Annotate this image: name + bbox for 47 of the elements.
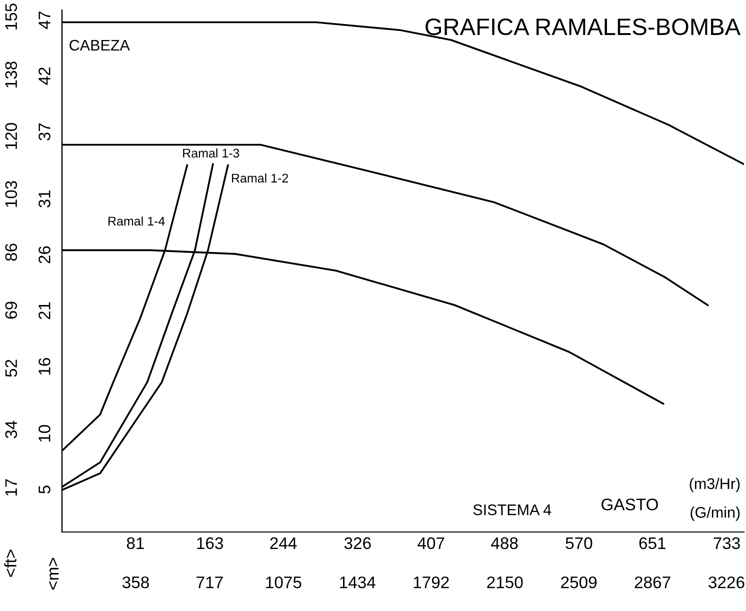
x2-tick-label: 3226 — [708, 576, 744, 588]
y-tick-label: 17 — [5, 479, 17, 496]
chart-title: GRAFICA RAMALES-BOMBA — [426, 18, 741, 36]
x-tick-label: 326 — [344, 537, 371, 550]
x2-tick-label: 1434 — [340, 576, 376, 588]
y2-tick-label: 10 — [38, 425, 50, 442]
x-tick-label: 163 — [197, 537, 223, 550]
y2-tick-label: 5 — [38, 486, 50, 494]
annotation: SISTEMA 4 — [473, 504, 552, 516]
y2-tick-label: 16 — [38, 358, 50, 375]
series-label: Ramal 1-4 — [108, 216, 165, 226]
x-tick-label: 733 — [714, 537, 740, 550]
y-tick-label: 86 — [5, 244, 18, 261]
y-tick-label: 103 — [5, 181, 18, 207]
y-tick-label: 120 — [5, 122, 18, 149]
y-tick-label: 155 — [5, 4, 18, 30]
series-label: Ramal 1-3 — [183, 148, 240, 158]
y-tick-label: 69 — [5, 302, 18, 319]
x2-tick-label: 1075 — [266, 576, 302, 588]
x2-tick-label: 2150 — [487, 576, 523, 588]
y2-tick-label: 31 — [38, 190, 50, 208]
annotation: CABEZA — [70, 40, 130, 51]
x-tick-label: 651 — [639, 537, 666, 550]
y-tick-label: 138 — [5, 62, 18, 88]
x2-tick-label: 717 — [196, 576, 223, 588]
x2-tick-label: 2867 — [634, 576, 670, 588]
y2-tick-label: 42 — [38, 68, 50, 85]
y2-tick-label: 47 — [38, 12, 50, 29]
y2-tick-label: 21 — [38, 302, 50, 320]
x2-tick-label: 2509 — [561, 576, 597, 588]
y2-tick-label: 26 — [38, 246, 50, 264]
x2-tick-label: 358 — [122, 576, 149, 588]
x-tick-label: 81 — [126, 537, 144, 550]
y2-tick-label: 37 — [38, 123, 50, 140]
x-axis-title: GASTO — [602, 498, 658, 510]
series-label: Ramal 1-2 — [232, 173, 288, 183]
y-tick-label: 34 — [5, 420, 18, 438]
x-tick-label: 407 — [418, 537, 444, 550]
x-tick-label: 244 — [270, 537, 297, 549]
y-tick-label: 52 — [5, 360, 18, 377]
annotation: (G/min) — [690, 506, 740, 521]
x-tick-label: 488 — [491, 537, 518, 550]
x2-tick-label: 1792 — [414, 576, 449, 588]
y2-axis-title: <m> — [48, 558, 59, 590]
y-axis-title: <ft> — [4, 550, 16, 577]
x-tick-label: 570 — [566, 537, 592, 550]
annotation: (m3/Hr) — [690, 478, 740, 492]
